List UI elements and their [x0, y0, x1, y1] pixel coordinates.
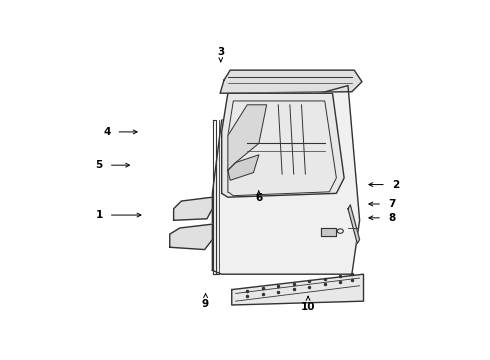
Polygon shape — [321, 228, 336, 236]
Text: 7: 7 — [388, 199, 395, 209]
Polygon shape — [348, 205, 360, 243]
Text: 5: 5 — [96, 160, 103, 170]
Text: 4: 4 — [103, 127, 111, 137]
Polygon shape — [170, 224, 212, 249]
Text: 1: 1 — [96, 210, 103, 220]
Text: 3: 3 — [217, 46, 224, 57]
Polygon shape — [221, 93, 344, 197]
Polygon shape — [220, 70, 362, 93]
Polygon shape — [212, 86, 360, 274]
Text: 10: 10 — [301, 302, 316, 311]
Polygon shape — [173, 197, 212, 220]
Polygon shape — [232, 274, 364, 305]
Polygon shape — [228, 155, 259, 180]
Text: 2: 2 — [392, 180, 399, 190]
Text: 6: 6 — [255, 193, 262, 203]
Text: 8: 8 — [388, 213, 395, 223]
Text: 9: 9 — [202, 299, 209, 309]
Polygon shape — [228, 105, 267, 192]
